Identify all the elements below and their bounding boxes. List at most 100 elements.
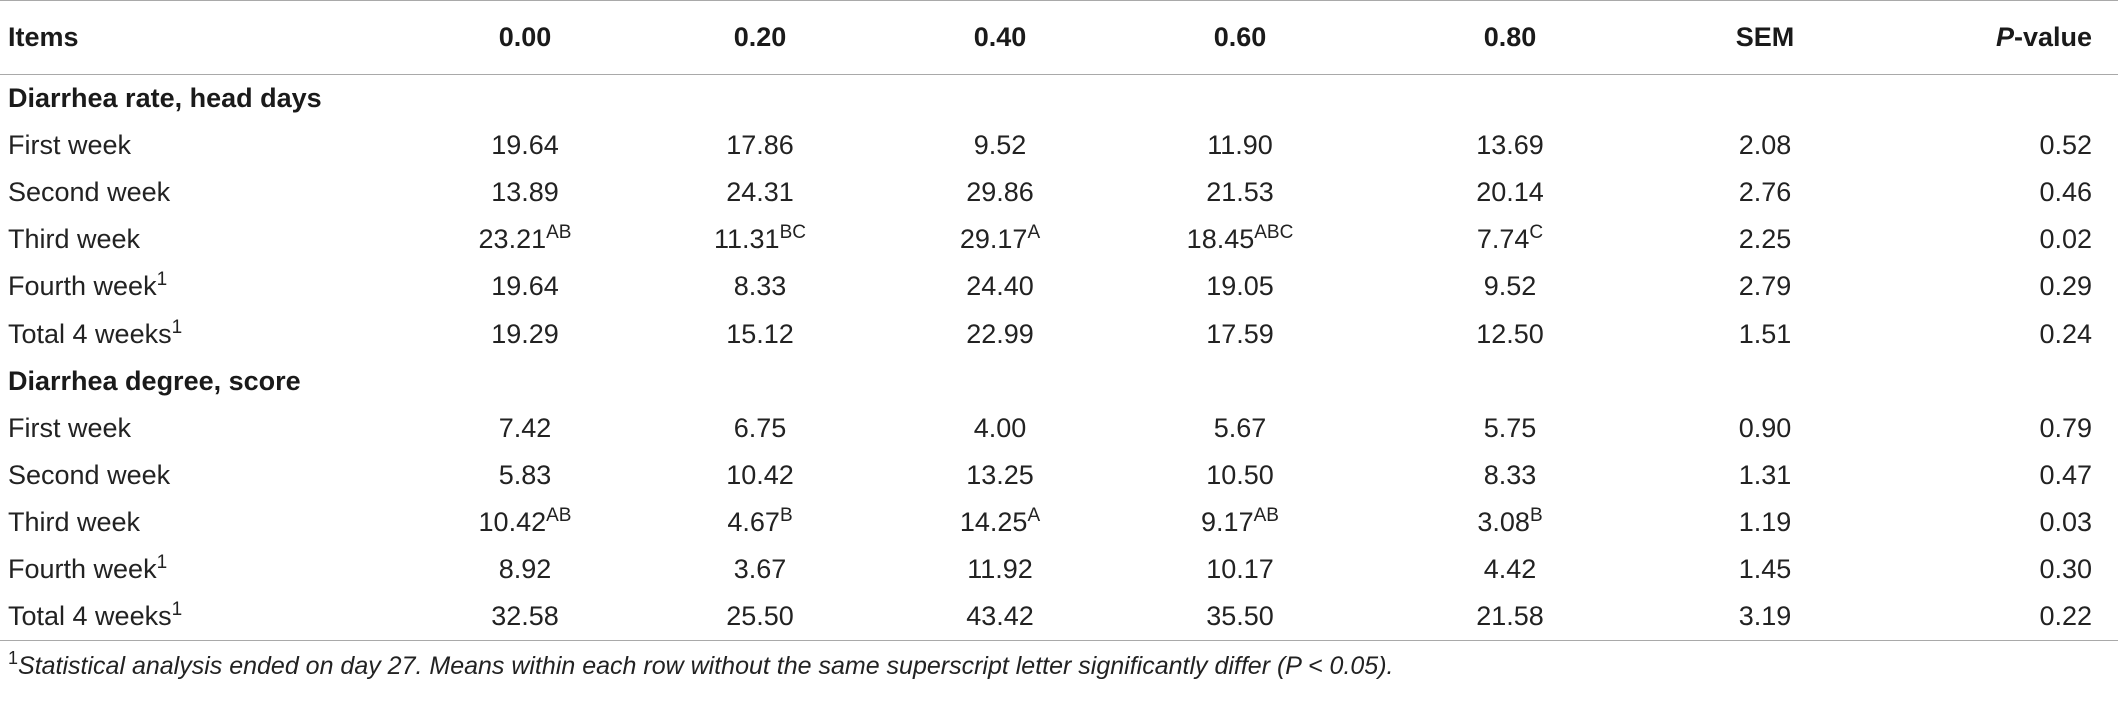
value-cell: 21.53 bbox=[1120, 169, 1360, 216]
header-p-letter: P bbox=[1995, 22, 2014, 52]
value-cell: 43.42 bbox=[880, 593, 1120, 642]
value-cell: 11.90 bbox=[1120, 122, 1360, 169]
value-cell: 25.50 bbox=[640, 593, 880, 642]
value-cell: 32.58 bbox=[410, 593, 640, 642]
mean-value: 21.58 bbox=[1476, 601, 1544, 632]
table-row: Third week 23.21AB 11.31BC 29.17A 18.45ABC 7.… bbox=[0, 216, 2118, 263]
value-cell: 19.64 bbox=[410, 263, 640, 310]
row-label-text: Second week bbox=[8, 460, 171, 491]
p-value-cell: 0.29 bbox=[2039, 271, 2092, 302]
value-cell: 13.25 bbox=[880, 452, 1120, 499]
section-header-row: Diarrhea degree, score bbox=[0, 358, 2118, 405]
value-cell: 3.67 bbox=[640, 546, 880, 593]
mean-value: 7.42 bbox=[498, 412, 552, 443]
significance-letter: AB bbox=[546, 505, 572, 527]
p-value-cell: 0.24 bbox=[2039, 318, 2092, 349]
row-label-text: Third week bbox=[8, 507, 141, 538]
row-label-text: Total 4 weeks bbox=[8, 601, 172, 632]
mean-value: 4.42 bbox=[1483, 554, 1537, 585]
table-body: Diarrhea rate, head days First week 19.64 1… bbox=[0, 75, 2118, 642]
value-cell: 12.50 bbox=[1360, 310, 1660, 357]
value-cell: 24.31 bbox=[640, 169, 880, 216]
row-label-text: Total 4 weeks bbox=[8, 318, 172, 349]
mean-value: 9.17 bbox=[1201, 507, 1254, 538]
footnote-text: Statistical analysis ended on day 27. Me… bbox=[18, 652, 1394, 680]
p-value-cell: 0.30 bbox=[2039, 554, 2092, 585]
significance-letter: BC bbox=[779, 222, 806, 244]
table-row: First week 19.64 17.86 9.52 11.90 13.69 2.08 0.… bbox=[0, 122, 2118, 169]
sem-cell: 1.51 bbox=[1738, 318, 1792, 349]
value-cell: 4.00 bbox=[880, 405, 1120, 452]
sem-cell: 1.45 bbox=[1738, 554, 1792, 585]
value-cell: 11.92 bbox=[880, 546, 1120, 593]
sem-cell: 0.90 bbox=[1738, 412, 1792, 443]
value-cell: 4.42 bbox=[1360, 546, 1660, 593]
value-cell: 3.08B bbox=[1360, 499, 1660, 546]
significance-letter: AB bbox=[1253, 505, 1279, 527]
header-dose-0-60: 0.60 bbox=[1120, 0, 1360, 75]
value-cell: 20.14 bbox=[1360, 169, 1660, 216]
value-cell: 5.67 bbox=[1120, 405, 1360, 452]
significance-letter: A bbox=[1027, 222, 1041, 244]
value-cell: 5.75 bbox=[1360, 405, 1660, 452]
row-label: Third week bbox=[0, 216, 410, 263]
value-cell: 15.12 bbox=[640, 310, 880, 357]
value-cell: 7.42 bbox=[410, 405, 640, 452]
header-p-suffix: -value bbox=[2013, 22, 2092, 52]
row-label: First week bbox=[0, 405, 410, 452]
significance-letter: AB bbox=[546, 222, 572, 244]
significance-letter: B bbox=[779, 505, 793, 527]
footnote-ref: 1 bbox=[156, 552, 168, 574]
row-label: Second week bbox=[0, 169, 410, 216]
value-cell: 10.42AB bbox=[410, 499, 640, 546]
header-items: Items bbox=[0, 0, 410, 75]
mean-value: 11.92 bbox=[967, 554, 1033, 585]
mean-value: 13.89 bbox=[491, 176, 559, 207]
mean-value: 24.40 bbox=[966, 271, 1034, 302]
value-cell: 6.75 bbox=[640, 405, 880, 452]
row-label-text: Fourth week bbox=[8, 271, 157, 302]
mean-value: 8.33 bbox=[1483, 460, 1537, 491]
mean-value: 14.25 bbox=[959, 507, 1028, 538]
value-cell: 22.99 bbox=[880, 310, 1120, 357]
results-table: Items 0.00 0.20 0.40 0.60 0.80 SEM P-val… bbox=[0, 0, 2118, 642]
value-cell: 35.50 bbox=[1120, 593, 1360, 642]
sem-cell: 2.76 bbox=[1738, 176, 1792, 207]
mean-value: 13.25 bbox=[966, 460, 1034, 491]
mean-value: 5.75 bbox=[1483, 412, 1537, 443]
sem-cell: 1.31 bbox=[1738, 460, 1792, 491]
row-label-text: First week bbox=[8, 412, 132, 443]
p-value-cell: 0.79 bbox=[2039, 412, 2092, 443]
table-row: Total 4 weeks1 32.58 25.50 43.42 35.50 21.58 3… bbox=[0, 593, 2118, 642]
table-row: Second week 13.89 24.31 29.86 21.53 20.14 2.76… bbox=[0, 169, 2118, 216]
mean-value: 5.67 bbox=[1213, 412, 1267, 443]
section-title: Diarrhea rate, head days bbox=[8, 82, 322, 113]
p-value-cell: 0.52 bbox=[2039, 129, 2092, 160]
sem-cell: 2.25 bbox=[1738, 224, 1792, 255]
row-label: Third week bbox=[0, 499, 410, 546]
mean-value: 10.42 bbox=[478, 507, 547, 538]
mean-value: 13.69 bbox=[1476, 129, 1544, 160]
value-cell: 7.74C bbox=[1360, 216, 1660, 263]
mean-value: 22.99 bbox=[966, 318, 1034, 349]
sem-cell: 3.19 bbox=[1660, 593, 1870, 642]
table-row: Fourth week1 8.92 3.67 11.92 10.17 4.42 1.45 0.… bbox=[0, 546, 2118, 593]
p-value-cell: 0.22 bbox=[1870, 593, 2118, 642]
mean-value: 15.12 bbox=[726, 318, 794, 349]
mean-value: 20.14 bbox=[1476, 176, 1544, 207]
table-row: Total 4 weeks1 19.29 15.12 22.99 17.59 12.50 1… bbox=[0, 310, 2118, 357]
row-label-text: Third week bbox=[8, 224, 141, 255]
table-row: Second week 5.83 10.42 13.25 10.50 8.33 1.31 0.… bbox=[0, 452, 2118, 499]
row-label: First week bbox=[0, 122, 410, 169]
mean-value: 4.67 bbox=[727, 507, 780, 538]
mean-value: 8.92 bbox=[498, 554, 552, 585]
value-cell: 19.29 bbox=[410, 310, 640, 357]
value-cell: 14.25A bbox=[880, 499, 1120, 546]
mean-value: 17.86 bbox=[726, 129, 794, 160]
mean-value: 29.17 bbox=[959, 224, 1028, 255]
mean-value: 11.90 bbox=[1207, 129, 1273, 160]
value-cell: 29.17A bbox=[880, 216, 1120, 263]
value-cell: 21.58 bbox=[1360, 593, 1660, 642]
row-label: Fourth week1 bbox=[0, 546, 410, 593]
